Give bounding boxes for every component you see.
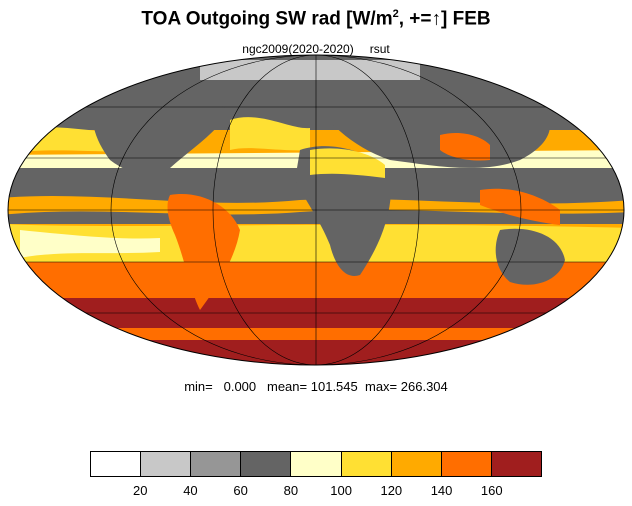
map-title: TOA Outgoing SW rad [W/m2, +=↑] FEB bbox=[141, 8, 491, 30]
variable-label: rsut bbox=[369, 42, 390, 56]
colorbar-tick-label: 120 bbox=[380, 483, 403, 498]
africa bbox=[295, 146, 391, 276]
maritime-continent bbox=[480, 188, 560, 225]
eurasia bbox=[320, 84, 550, 168]
north-atlantic-band bbox=[230, 117, 310, 151]
south-light-patches bbox=[20, 230, 160, 258]
australia bbox=[495, 228, 565, 285]
colorbar-swatch bbox=[91, 452, 142, 476]
colorbar-tick-label: 20 bbox=[132, 483, 148, 498]
colorbar-swatch bbox=[191, 452, 242, 476]
colorbar-tick-label: 160 bbox=[480, 483, 503, 498]
colorbar-swatch bbox=[391, 452, 442, 476]
colorbar-swatch bbox=[491, 452, 541, 476]
south-america bbox=[167, 194, 240, 310]
map-subtitle: ngc2009(2020-2020) rsut bbox=[0, 42, 632, 56]
colorbar-tick-label: 60 bbox=[233, 483, 248, 498]
north-america bbox=[92, 86, 230, 175]
colorbar-ticks: 20 40 60 80 100 120 140 160 bbox=[90, 483, 542, 503]
globe-outline bbox=[7, 54, 625, 366]
sahara bbox=[310, 148, 385, 178]
colorbar bbox=[90, 451, 542, 477]
case-label: ngc2009(2020-2020) bbox=[242, 42, 354, 56]
colorbar-swatch bbox=[291, 452, 342, 476]
tibet bbox=[440, 133, 490, 161]
arctic-light-band bbox=[200, 60, 420, 80]
colorbar-swatch bbox=[341, 452, 392, 476]
colorbar-tick-label: 100 bbox=[330, 483, 352, 498]
stats-line: min= 0.000 mean= 101.545 max= 266.304 bbox=[184, 379, 448, 394]
colorbar-swatch bbox=[241, 452, 292, 476]
colorbar-swatch bbox=[441, 452, 492, 476]
colorbar-tick-label: 40 bbox=[183, 483, 198, 498]
colorbar-tick-label: 80 bbox=[283, 483, 299, 498]
colorbar-tick-label: 140 bbox=[430, 483, 453, 498]
graticule bbox=[8, 55, 624, 365]
colorbar-swatch bbox=[141, 452, 192, 476]
